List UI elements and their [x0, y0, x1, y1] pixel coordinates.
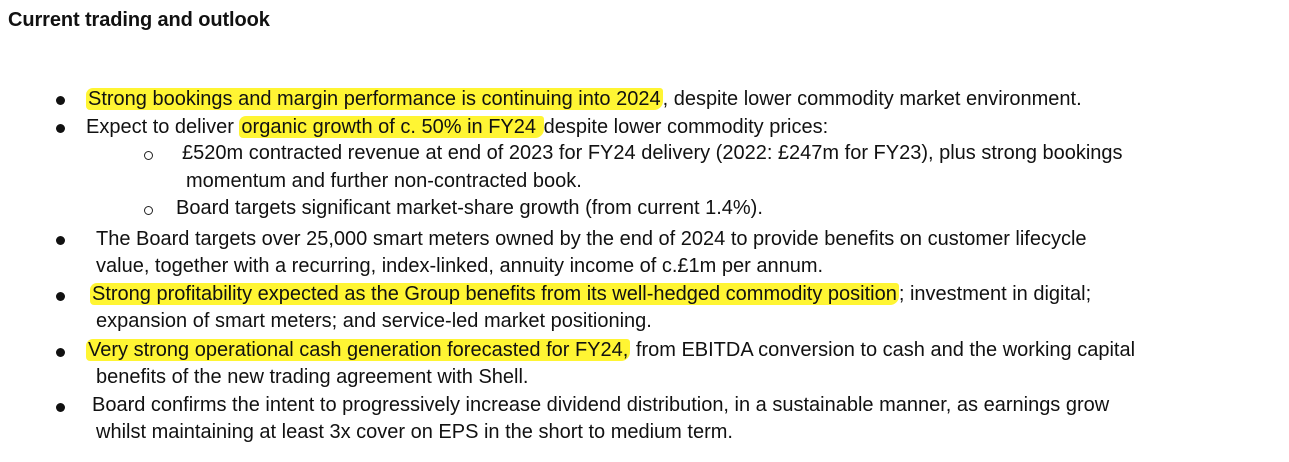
- bullet-1-line: Strong bookings and margin performance i…: [86, 86, 1082, 113]
- bullet-2-line: Expect to deliver organic growth of c. 5…: [86, 114, 828, 141]
- bullet-text: Expect to deliver: [86, 116, 240, 138]
- sub-bullet-marker: [144, 151, 153, 160]
- bullet-4-line-2: expansion of smart meters; and service-l…: [96, 310, 652, 332]
- highlighted-text: organic growth of c. 50% in FY24: [239, 116, 544, 138]
- bullet-marker: [56, 96, 65, 105]
- sub-item-1-line-1: £520m contracted revenue at end of 2023 …: [182, 142, 1123, 164]
- sub-item-2-line-1: Board targets significant market-share g…: [176, 197, 763, 219]
- bullet-marker: [56, 348, 65, 357]
- bullet-text: from EBITDA conversion to cash and the w…: [630, 339, 1136, 361]
- bullet-3-line-1: The Board targets over 25,000 smart mete…: [96, 228, 1087, 250]
- bullet-4-line-1: Strong profitability expected as the Gro…: [90, 281, 1091, 308]
- bullet-marker: [56, 403, 65, 412]
- bullet-3-line-2: value, together with a recurring, index-…: [96, 255, 824, 277]
- bullet-5-line-1: Very strong operational cash generation …: [86, 337, 1135, 364]
- bullet-5-line-2: benefits of the new trading agreement wi…: [96, 366, 529, 388]
- section-heading: Current trading and outlook: [8, 9, 270, 31]
- bullet-text: , despite lower commodity market environ…: [662, 88, 1082, 110]
- highlighted-text: Strong bookings and margin performance i…: [86, 88, 663, 110]
- bullet-marker: [56, 124, 65, 133]
- highlighted-text: Very strong operational cash generation …: [86, 339, 631, 361]
- bullet-6-line-2: whilst maintaining at least 3x cover on …: [96, 421, 733, 443]
- sub-bullet-marker: [144, 206, 153, 215]
- bullet-text: ; investment in digital;: [898, 283, 1092, 305]
- highlighted-text: Strong profitability expected as the Gro…: [90, 283, 899, 305]
- bullet-6-line-1: Board confirms the intent to progressive…: [92, 394, 1110, 416]
- bullet-marker: [56, 236, 65, 245]
- sub-item-1-line-2: momentum and further non-contracted book…: [186, 170, 582, 192]
- bullet-marker: [56, 292, 65, 301]
- bullet-text: despite lower commodity prices:: [543, 116, 829, 138]
